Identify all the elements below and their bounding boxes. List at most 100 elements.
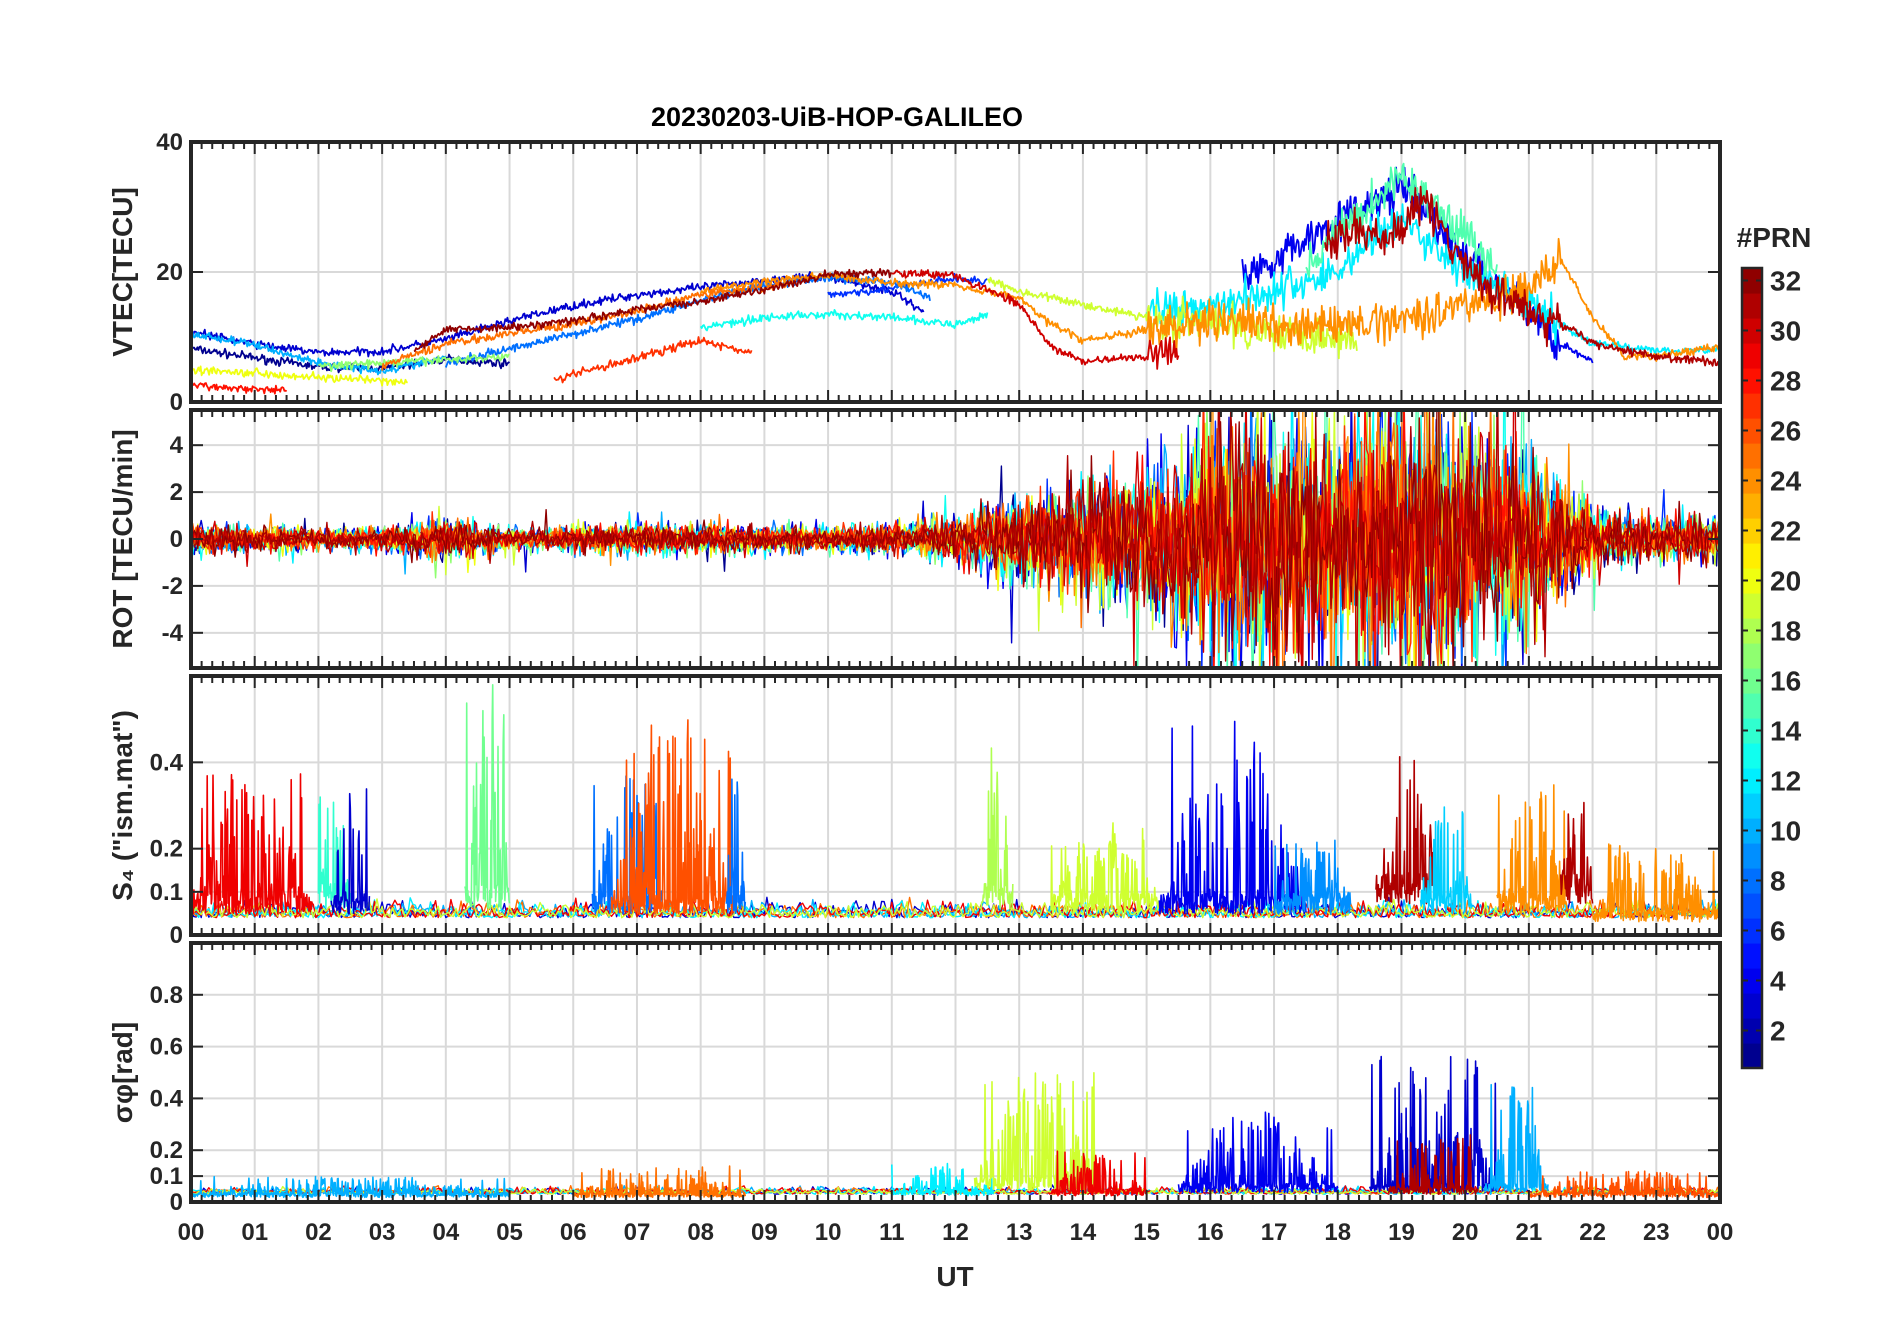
x-tick-label: 00: [1707, 1219, 1734, 1246]
x-tick-label: 13: [1006, 1219, 1033, 1246]
colorbar-segment: [1742, 293, 1762, 319]
y-tick-label: 0: [170, 389, 183, 416]
y-tick-label: 0: [170, 526, 183, 553]
x-tick-label: 04: [432, 1219, 459, 1246]
colorbar-segment: [1742, 368, 1762, 394]
y-tick-label: 0.8: [150, 982, 183, 1009]
sigma_phi-burst-prn-4: [1177, 1111, 1339, 1194]
colorbar-tick-label: 24: [1770, 466, 1802, 497]
x-tick-label: 15: [1133, 1219, 1160, 1246]
sigma_phi-burst-prn-10: [1483, 1083, 1549, 1194]
s4-burst-prn-4: [1158, 720, 1307, 915]
panel-rot: -4 -2 0 2 4 ROT [TECU/min]: [107, 408, 1722, 670]
y-tick-label: 40: [156, 129, 183, 156]
colorbar-segment: [1742, 1043, 1762, 1069]
colorbar-segment: [1742, 718, 1762, 744]
x-axis: 00 01 02 03 04 05 06 07 08 09 10 11 12 13 14 15 16 17 18 19…: [178, 1219, 1734, 1246]
colorbar-segment: [1742, 568, 1762, 594]
y-axis-label: σφ[rad]: [107, 1022, 138, 1123]
rot-series-prn-32: [191, 410, 1720, 668]
colorbar-frame: [1740, 266, 1764, 1070]
s4-burst-prn-29: [191, 773, 313, 915]
y-tick-label: 0.1: [150, 1163, 183, 1190]
colorbar-label: #PRN: [1737, 222, 1812, 253]
colorbar-segment: [1742, 318, 1762, 344]
panel-data: [191, 684, 1720, 923]
x-tick-label: 20: [1452, 1219, 1479, 1246]
y-tick-label: 0.4: [150, 749, 184, 776]
colorbar-tick-label: 30: [1770, 316, 1801, 347]
y-tick-label: 0.2: [150, 1137, 183, 1164]
colorbar-segment: [1742, 943, 1762, 969]
x-tick-label: 16: [1197, 1219, 1224, 1246]
s4-burst-prn-18: [980, 747, 1014, 910]
vtec-series-prn-17: [318, 353, 510, 373]
colorbar-tick-label: 10: [1770, 816, 1801, 847]
rot-series-prn-31: [191, 410, 1720, 662]
x-tick-label: 07: [624, 1219, 651, 1246]
colorbar-segment: [1742, 793, 1762, 819]
vtec-series-prn-27: [553, 336, 753, 384]
sigma_phi-burst-prn-19: [973, 1072, 1096, 1191]
colorbar-tick-label: 4: [1770, 966, 1786, 997]
y-tick-label: 0: [170, 1189, 183, 1216]
vtec-series-prn-19: [986, 276, 1358, 360]
vtec-series-prn-30: [891, 269, 1180, 370]
x-tick-label: 08: [687, 1219, 714, 1246]
panel-s4: 0 0.1 0.2 0.4 S₄ ("ism.mat"): [107, 674, 1722, 949]
x-tick-label: 03: [369, 1219, 396, 1246]
y-tick-label: 2: [170, 479, 183, 506]
vtec-series-prn-10: [191, 330, 447, 376]
s4-burst-prn-26: [610, 719, 734, 915]
colorbar-tick-label: 14: [1770, 716, 1802, 747]
colorbar-segment: [1742, 343, 1762, 369]
panel-data: [191, 162, 1720, 395]
x-tick-label: 11: [879, 1219, 904, 1246]
colorbar-segment: [1742, 593, 1762, 619]
s4-burst-prn-19: [1050, 822, 1161, 916]
vtec-series-prn-31: [1324, 185, 1720, 367]
sigma_phi-burst-prn-29: [1050, 1150, 1148, 1197]
y-tick-label: 0.1: [150, 879, 183, 906]
x-tick-label: 17: [1261, 1219, 1288, 1246]
s4-burst-prn-31: [1375, 756, 1441, 905]
colorbar-tick-label: 32: [1770, 266, 1801, 297]
x-tick-label: 12: [942, 1219, 969, 1246]
x-tick-label: 05: [496, 1219, 523, 1246]
x-tick-label: 09: [751, 1219, 778, 1246]
vtec-series-prn-24: [699, 237, 1720, 362]
panel-x-ticks: [190, 676, 1721, 935]
chart-title: 20230203-UiB-HOP-GALILEO: [651, 102, 1023, 132]
colorbar-segment: [1742, 893, 1762, 919]
colorbar-tick-label: 18: [1770, 616, 1801, 647]
s4-burst-prn-8: [725, 778, 747, 914]
s4-burst-prn-16: [464, 684, 511, 910]
y-tick-label: 0.2: [150, 836, 183, 863]
vtec-series-prn-28: [191, 382, 288, 395]
colorbar-segment: [1742, 393, 1762, 419]
colorbar-tick-label: 6: [1770, 916, 1786, 947]
s4-burst-prn-9: [1273, 839, 1352, 916]
x-tick-label: 23: [1643, 1219, 1670, 1246]
y-axis-label: ROT [TECU/min]: [107, 429, 138, 648]
panel-x-ticks: [190, 142, 1721, 402]
colorbar-segment: [1742, 618, 1762, 644]
x-tick-label: 10: [815, 1219, 842, 1246]
colorbar-segment: [1742, 443, 1762, 469]
colorbar-segment: [1742, 668, 1762, 694]
s4-burst-prn-24: [1496, 784, 1568, 915]
colorbar-segment: [1742, 968, 1762, 994]
s4-burst-prn-11: [1419, 806, 1473, 916]
x-tick-label: 06: [560, 1219, 587, 1246]
colorbar-segment: [1742, 918, 1762, 944]
colorbar-segment: [1742, 518, 1762, 544]
x-tick-label: 14: [1070, 1219, 1097, 1246]
y-tick-label: -2: [162, 573, 183, 600]
colorbar-tick-label: 20: [1770, 566, 1801, 597]
s4-baseline-prn-19: [191, 897, 1720, 919]
colorbar-segment: [1742, 643, 1762, 669]
panel-sigma_phi: 00.10.2 0.4 0.6 0.8 σφ[rad]: [107, 941, 1722, 1216]
